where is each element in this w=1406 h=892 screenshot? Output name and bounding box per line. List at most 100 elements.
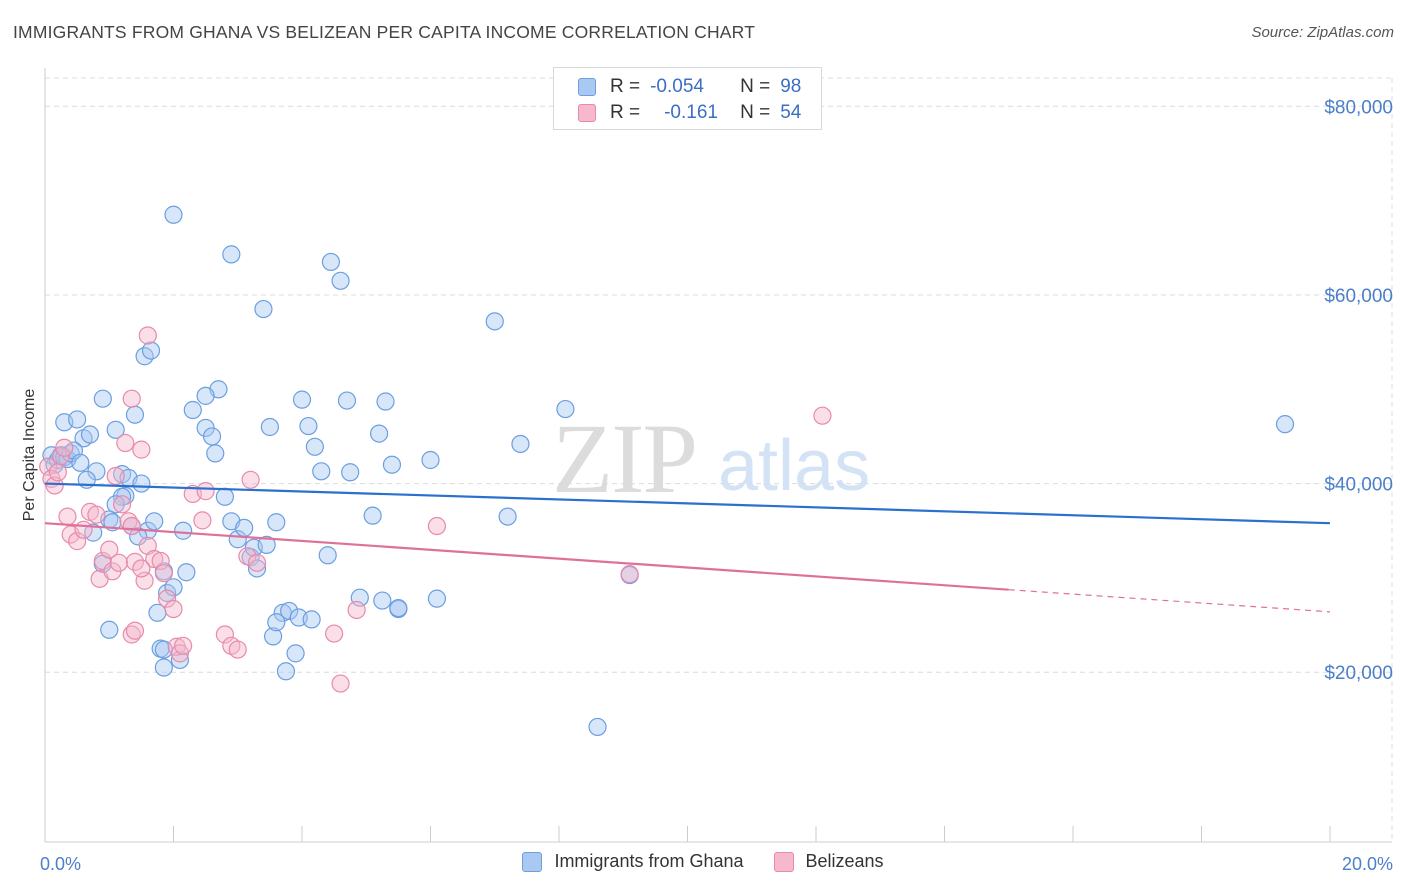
ghana-point	[321, 252, 341, 272]
ghana-point	[129, 527, 148, 546]
ghana-point	[337, 391, 357, 410]
series-belizeans-points	[39, 326, 832, 693]
y-tick-label: $60,000	[1324, 286, 1393, 307]
ghana-point	[498, 507, 517, 526]
ghana-point	[389, 598, 408, 618]
ghana-point	[280, 601, 299, 621]
legend-swatch-belizeans	[578, 104, 596, 122]
legend-label-belizeans: Belizeans	[805, 851, 884, 871]
y-tick-label: $20,000	[1324, 663, 1393, 684]
ghana-point	[263, 627, 283, 646]
ghana-point	[183, 400, 202, 420]
ghana-point	[556, 399, 575, 419]
ghana-point	[93, 389, 112, 408]
ghana-point	[174, 521, 193, 540]
source-label: Source: ZipAtlas.com	[1251, 24, 1394, 41]
belizean-point	[48, 463, 67, 482]
belizean-point	[106, 466, 125, 486]
ghana-point	[68, 410, 87, 429]
belizean-point	[241, 470, 260, 489]
belizean-point	[347, 600, 366, 620]
ghana-point	[215, 487, 234, 506]
ghana-point	[421, 450, 440, 470]
ghana-point	[376, 392, 395, 411]
ghana-point	[485, 312, 504, 331]
ghana-point	[154, 658, 173, 677]
legend-label-ghana: Immigrants from Ghana	[554, 851, 744, 871]
series-legend: Immigrants from Ghana Belizeans	[0, 851, 1406, 872]
legend-item-ghana[interactable]: Immigrants from Ghana	[522, 851, 744, 872]
belizean-point	[157, 589, 177, 608]
belizean-point	[87, 505, 106, 524]
ghana-point	[141, 341, 161, 360]
belizean-point	[215, 625, 234, 644]
watermark-atlas: atlas	[718, 426, 870, 506]
ghana-point	[177, 563, 196, 582]
belizean-point	[116, 433, 135, 453]
ghana-point	[427, 589, 447, 608]
ghana-point	[286, 644, 305, 663]
grid-lines	[45, 77, 1393, 842]
legend-n-label: N =	[740, 102, 771, 123]
ghana-point	[382, 455, 402, 474]
belizean-point	[74, 520, 93, 539]
ghana-point	[257, 535, 276, 554]
y-axis-label: Per Capita Income	[21, 389, 38, 522]
belizean-point	[145, 549, 164, 569]
ghana-point	[260, 417, 279, 437]
legend-item-belizeans[interactable]: Belizeans	[773, 851, 884, 872]
legend-swatch-ghana	[522, 851, 543, 872]
ghana-point	[80, 425, 100, 444]
ghana-point	[331, 271, 350, 290]
ghana-point	[247, 559, 267, 578]
ghana-point	[106, 495, 125, 514]
ghana-point	[254, 299, 273, 319]
ghana-point	[267, 513, 286, 532]
ghana-point	[196, 386, 215, 405]
trend-lines	[44, 482, 1331, 613]
ghana-point	[588, 717, 607, 737]
ghana-point	[341, 463, 360, 482]
belizean-point	[427, 516, 447, 536]
belizean-point	[132, 559, 151, 578]
legend-swatch-ghana	[578, 78, 596, 96]
tick-labels: $20,000 $40,000 $60,000 $80,000 0.0% 20.0%	[40, 97, 1393, 874]
ghana-point	[100, 620, 119, 639]
belizean-point	[193, 511, 212, 530]
ghana-point	[228, 530, 247, 549]
legend-n-label: N =	[740, 76, 771, 97]
legend-n-value: 54	[780, 102, 802, 123]
ghana-point	[370, 424, 389, 443]
belizean-point	[154, 564, 173, 583]
ghana-point	[511, 434, 530, 454]
legend-row-ghana: R = -0.054 N = 98	[578, 75, 801, 99]
ghana-point	[363, 506, 382, 525]
ghana-point	[302, 610, 321, 629]
belizean-point	[164, 599, 183, 619]
belizean-point	[132, 440, 151, 459]
chart-title: IMMIGRANTS FROM GHANA VS BELIZEAN PER CA…	[13, 22, 756, 42]
legend-row-belizeans: R = -0.161 N = 54	[578, 101, 801, 125]
belizean-point	[138, 326, 157, 345]
belizean-point	[68, 532, 87, 551]
belizean-point	[331, 674, 350, 693]
belizean-point	[125, 621, 145, 640]
legend-r-value: -0.054	[650, 76, 704, 97]
belizean-point	[620, 565, 639, 584]
belizean-point	[100, 540, 119, 559]
belizean-point	[174, 636, 193, 655]
watermark-zip: ZIP	[552, 403, 696, 514]
legend-n-value: 98	[780, 76, 802, 97]
y-tick-label: $80,000	[1324, 97, 1393, 118]
trend-line-belizeans-extrapolated	[1008, 589, 1331, 613]
ghana-point	[373, 591, 392, 610]
ghana-point	[305, 437, 324, 456]
belizean-point	[109, 553, 128, 572]
belizean-point	[125, 552, 145, 571]
ghana-point	[299, 416, 318, 436]
x-tick-label: 20.0%	[1342, 854, 1393, 874]
y-tick-label: $40,000	[1324, 475, 1393, 496]
belizean-point	[122, 389, 141, 408]
ghana-point	[267, 613, 286, 632]
